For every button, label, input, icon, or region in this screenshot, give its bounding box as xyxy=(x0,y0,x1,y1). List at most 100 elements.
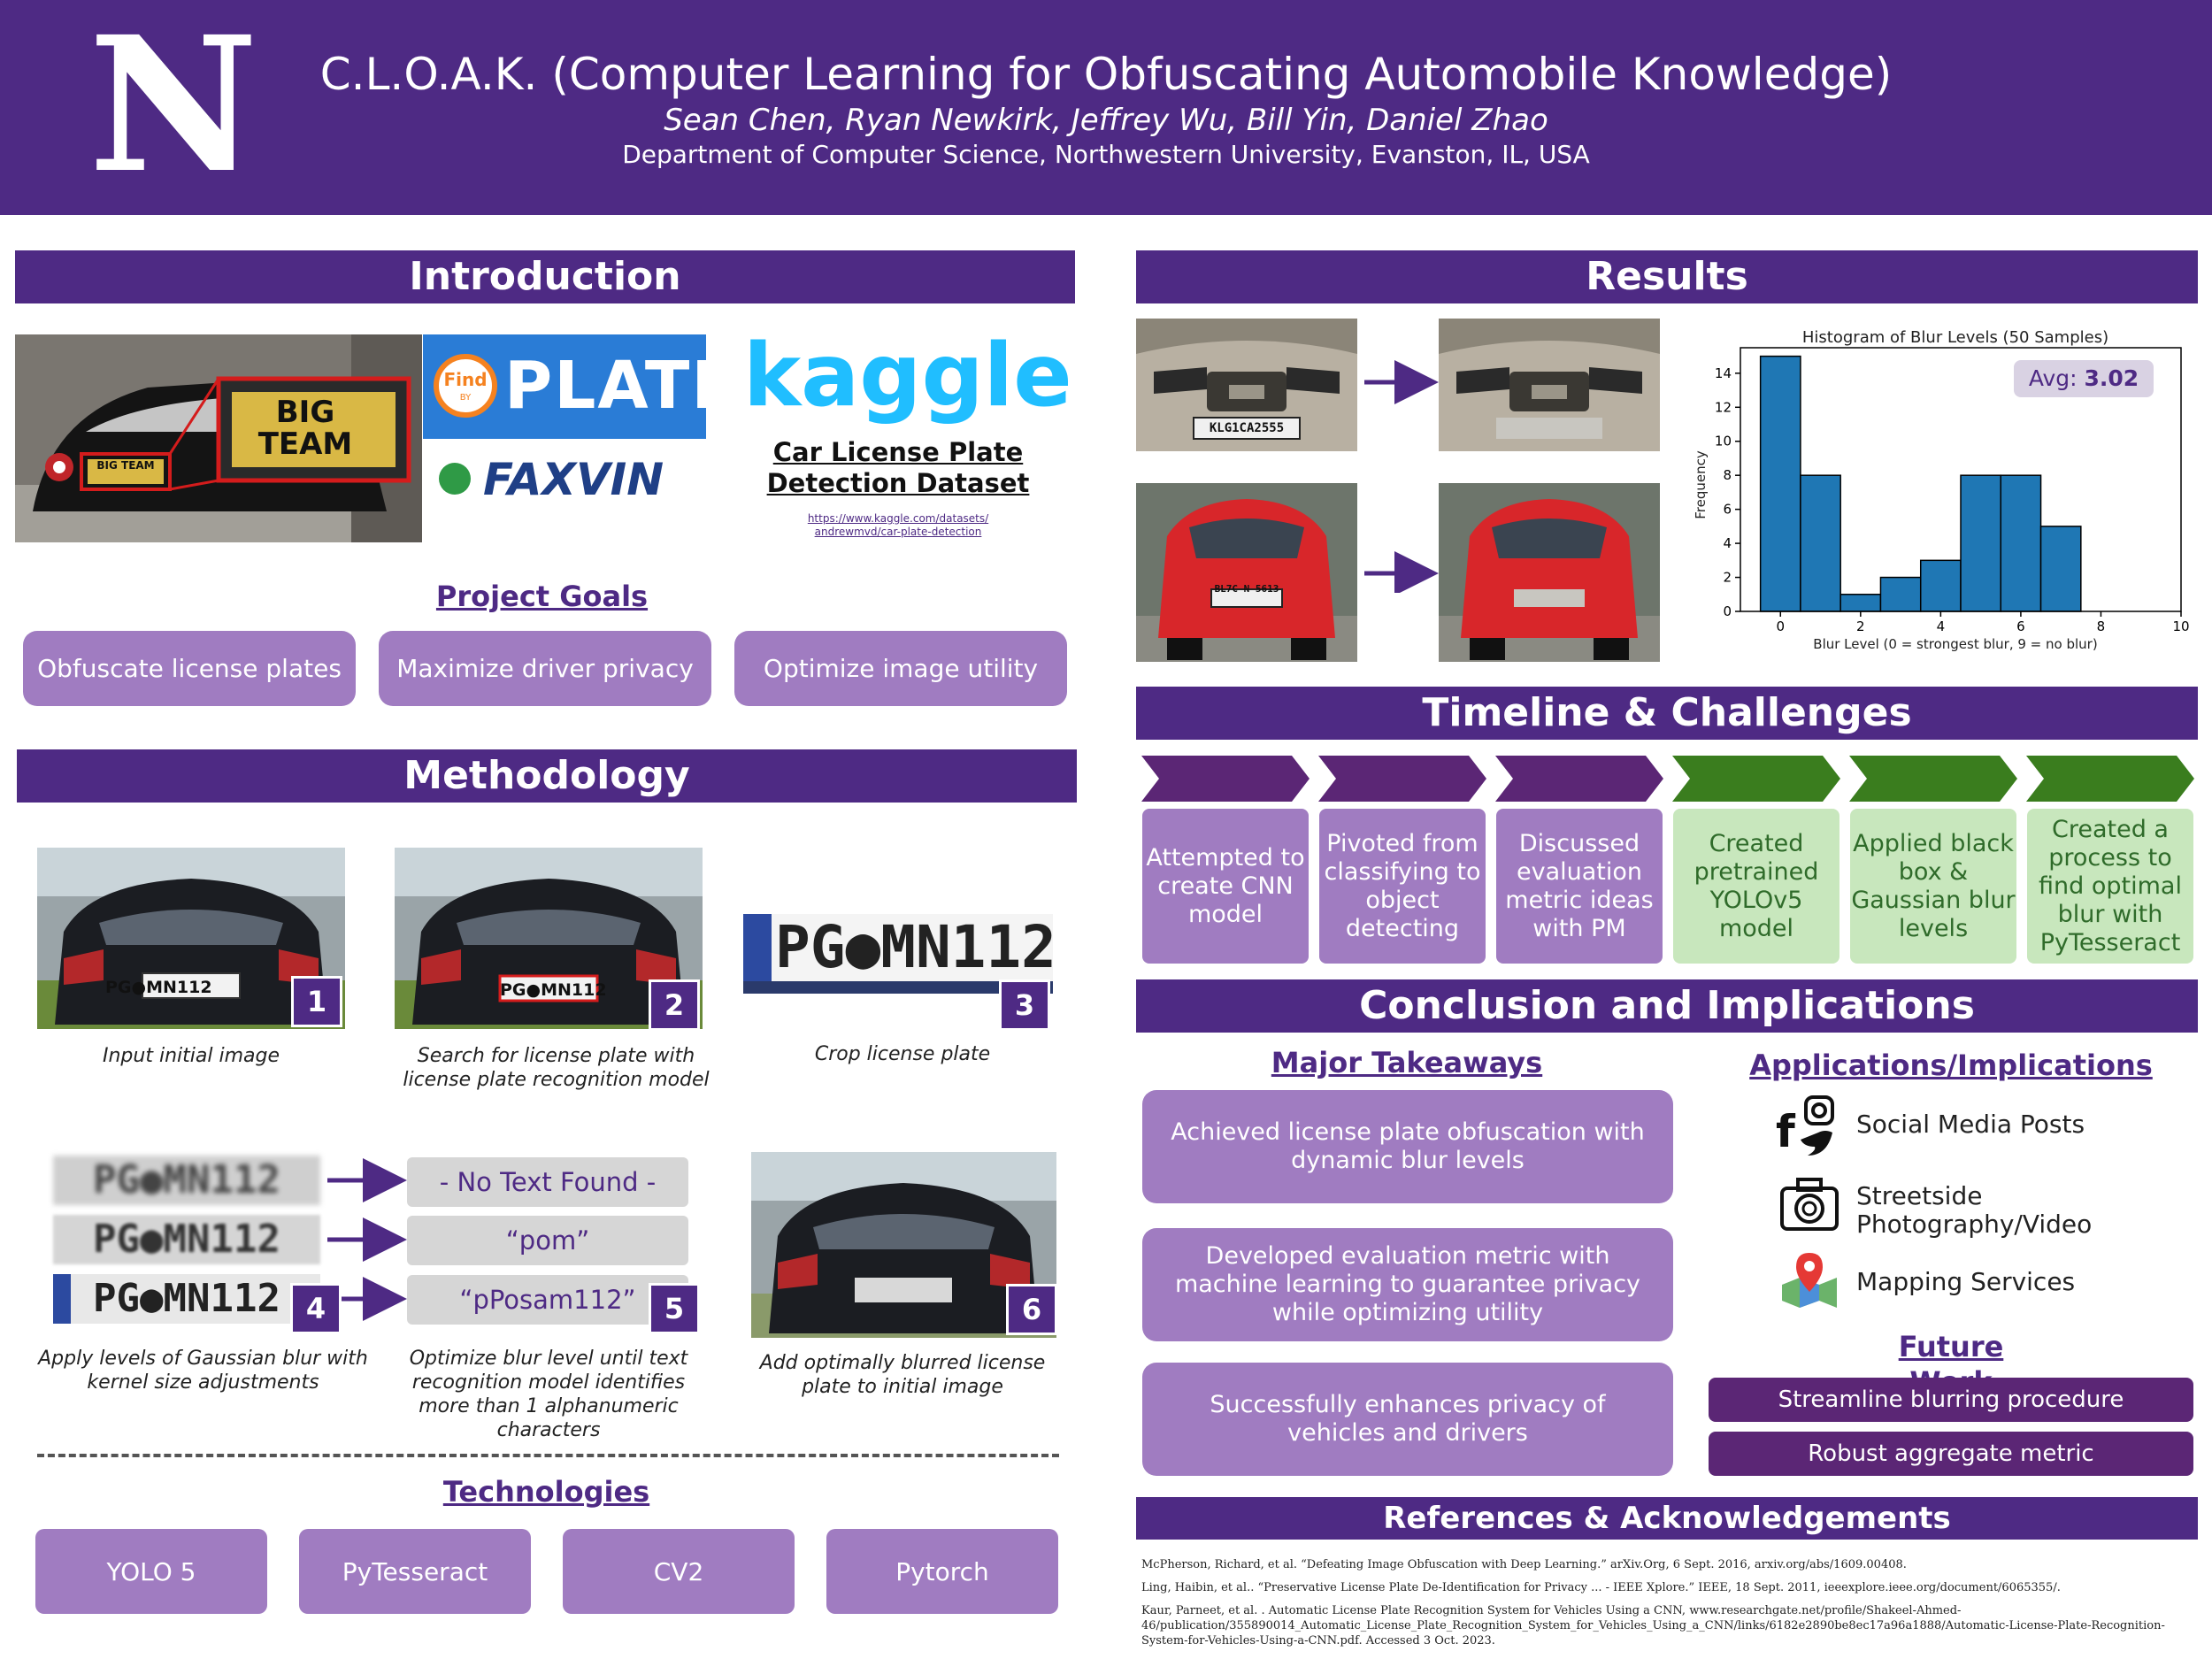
intro-car-photo xyxy=(15,334,422,542)
ocr-result-box: “pom” xyxy=(407,1216,688,1265)
findbyplate-find-text: Find xyxy=(443,369,488,390)
findbyplate-plate-text: PLATE xyxy=(504,348,738,424)
northwestern-logo: N xyxy=(88,0,258,214)
blur-histogram: Histogram of Blur Levels (50 Samples) 0 2… xyxy=(1693,328,2190,652)
x-tick-label: 8 xyxy=(2097,618,2106,634)
technologies-heading: Technologies xyxy=(442,1475,650,1509)
findbyplate-by-text: BY xyxy=(459,393,472,403)
blurred-plate-medium-text: PG●MN112 xyxy=(93,1217,280,1262)
conclusion-heading: Conclusion and Implications xyxy=(1136,979,2198,1033)
step-number: 4 xyxy=(290,1283,342,1334)
step-caption: Input initial image xyxy=(103,1045,280,1067)
ocr-result-box: - No Text Found - xyxy=(407,1157,688,1207)
histogram-bar xyxy=(2039,526,2082,612)
social-media-icon: f xyxy=(1776,1095,1834,1157)
y-tick-label: 2 xyxy=(1723,570,1732,586)
zoomed-plate-text: BIG TEAM xyxy=(257,395,353,462)
red-plate-text: BL7C N 5613 xyxy=(1214,583,1279,595)
blurred-plate-strong: PG●MN112 xyxy=(53,1156,320,1205)
timeline-chevron xyxy=(1849,756,2017,802)
result-silver-original xyxy=(1136,319,1357,451)
silver-plate-text: KLG1CA2555 xyxy=(1209,421,1285,435)
faxvin-logo: FAXVIN xyxy=(483,454,664,505)
ocr-result-box: “pPosam112” xyxy=(407,1275,688,1325)
goal-pill: Optimize image utility xyxy=(734,631,1067,706)
histogram-ylabel: Frequency xyxy=(1693,450,1709,519)
histogram-bar xyxy=(2000,474,2042,612)
timeline-item: Created a process to find optimal blur w… xyxy=(2027,809,2193,964)
poster-authors: Sean Chen, Ryan Newkirk, Jeffrey Wu, Bil… xyxy=(664,103,1548,138)
result-red-original xyxy=(1136,483,1357,662)
timeline-item: Discussed evaluation metric ideas with P… xyxy=(1496,809,1663,964)
references-heading: References & Acknowledgements xyxy=(1136,1497,2198,1540)
histogram-bars xyxy=(1759,355,2082,612)
goal-pill: Obfuscate license plates xyxy=(23,631,356,706)
reference-item: Kaur, Parneet, et al. . Automatic Licens… xyxy=(1141,1604,2165,1647)
histogram-frame xyxy=(1740,347,2182,612)
timeline-chevron xyxy=(1672,756,1840,802)
step2-plate-text: PG●MN112 xyxy=(500,980,607,1000)
step-number: 5 xyxy=(649,1283,700,1334)
reference-item: McPherson, Richard, et al. “Defeating Im… xyxy=(1141,1558,1907,1571)
y-tick-label: 14 xyxy=(1715,365,1732,381)
plate-lookup-logos: Find BY PLATE FAXVIN xyxy=(423,334,736,542)
future-work-item: Streamline blurring procedure xyxy=(1709,1378,2193,1422)
takeaway-pill: Achieved license plate obfuscation with … xyxy=(1142,1090,1673,1203)
takeaway-pill: Developed evaluation metric with machine… xyxy=(1142,1228,1673,1341)
findbyplate-magnifier-icon: Find BY xyxy=(434,354,497,418)
technology-pill: CV2 xyxy=(563,1529,795,1614)
poster-title: C.L.O.A.K. (Computer Learning for Obfusc… xyxy=(319,49,1893,100)
dataset-title-line2: Detection Dataset xyxy=(766,468,1030,498)
step3-plate-text: PG●MN112 xyxy=(775,914,1053,981)
step-number: 6 xyxy=(1006,1284,1057,1335)
timeline-chevron xyxy=(1495,756,1663,802)
step-caption: Optimize blur level until text recogniti… xyxy=(409,1348,688,1441)
blurred-plate-medium: PG●MN112 xyxy=(53,1215,320,1264)
step1-plate-text: PG●MN112 xyxy=(105,978,212,997)
y-tick-label: 6 xyxy=(1723,502,1732,518)
timeline-item: Created pretrained YOLOv5 model xyxy=(1673,809,1839,964)
step3-cropped-plate: PG●MN112 xyxy=(743,914,1053,994)
result-red-blurred xyxy=(1439,483,1660,662)
goal-pill: Maximize driver privacy xyxy=(379,631,711,706)
camera-icon xyxy=(1780,1178,1839,1231)
avg-annotation: Avg: 3.02 xyxy=(2029,365,2139,391)
y-tick-label: 12 xyxy=(1715,399,1732,415)
histogram-bar xyxy=(1759,355,1801,612)
dataset-url-line2[interactable]: andrewmvd/car-plate-detection xyxy=(814,526,982,538)
y-tick-label: 8 xyxy=(1723,467,1732,483)
future-work-item: Robust aggregate metric xyxy=(1709,1432,2193,1476)
timeline-chevron xyxy=(1141,756,1310,802)
eu-band-icon xyxy=(743,914,772,981)
timeline-item: Applied black box & Gaussian blur levels xyxy=(1850,809,2016,964)
app-label: Streetside Photography/Video xyxy=(1856,1181,2093,1239)
y-tick-label: 10 xyxy=(1715,434,1732,449)
applications-heading: Applications/Implications xyxy=(1749,1048,2153,1082)
introduction-heading: Introduction xyxy=(15,250,1075,303)
step-number: 1 xyxy=(291,976,342,1027)
step-number: 3 xyxy=(999,979,1050,1031)
step-caption: Search for license plate with license pl… xyxy=(403,1045,710,1091)
x-tick-label: 2 xyxy=(1856,618,1865,634)
x-tick-label: 4 xyxy=(1937,618,1946,634)
avg-annotation-box xyxy=(2014,360,2154,397)
dataset-title-line1: Car License Plate xyxy=(772,437,1024,467)
blurred-plate-light-text: PG●MN112 xyxy=(93,1276,280,1321)
findbyplate-logo: Find BY PLATE xyxy=(423,334,736,439)
result-arrows xyxy=(1364,360,1439,593)
timeline-chevrons xyxy=(1141,756,2194,802)
result-silver-blurred xyxy=(1439,319,1660,451)
methodology-heading: Methodology xyxy=(17,749,1077,803)
app-label: Mapping Services xyxy=(1856,1267,2076,1296)
technology-pill: Pytorch xyxy=(826,1529,1058,1614)
histogram-bar xyxy=(1960,474,2002,612)
map-pin-icon xyxy=(1782,1253,1837,1308)
histogram-bar xyxy=(1919,559,1962,612)
dataset-url-line1[interactable]: https://www.kaggle.com/datasets/ xyxy=(807,512,989,525)
svg-text:f: f xyxy=(1776,1106,1796,1157)
step-caption: Apply levels of Gaussian blur with kerne… xyxy=(38,1348,368,1394)
x-tick-label: 6 xyxy=(2016,618,2025,634)
step-caption: Crop license plate xyxy=(814,1043,991,1065)
histogram-bar xyxy=(1879,576,1922,612)
histogram-title: Histogram of Blur Levels (50 Samples) xyxy=(1802,328,2108,347)
